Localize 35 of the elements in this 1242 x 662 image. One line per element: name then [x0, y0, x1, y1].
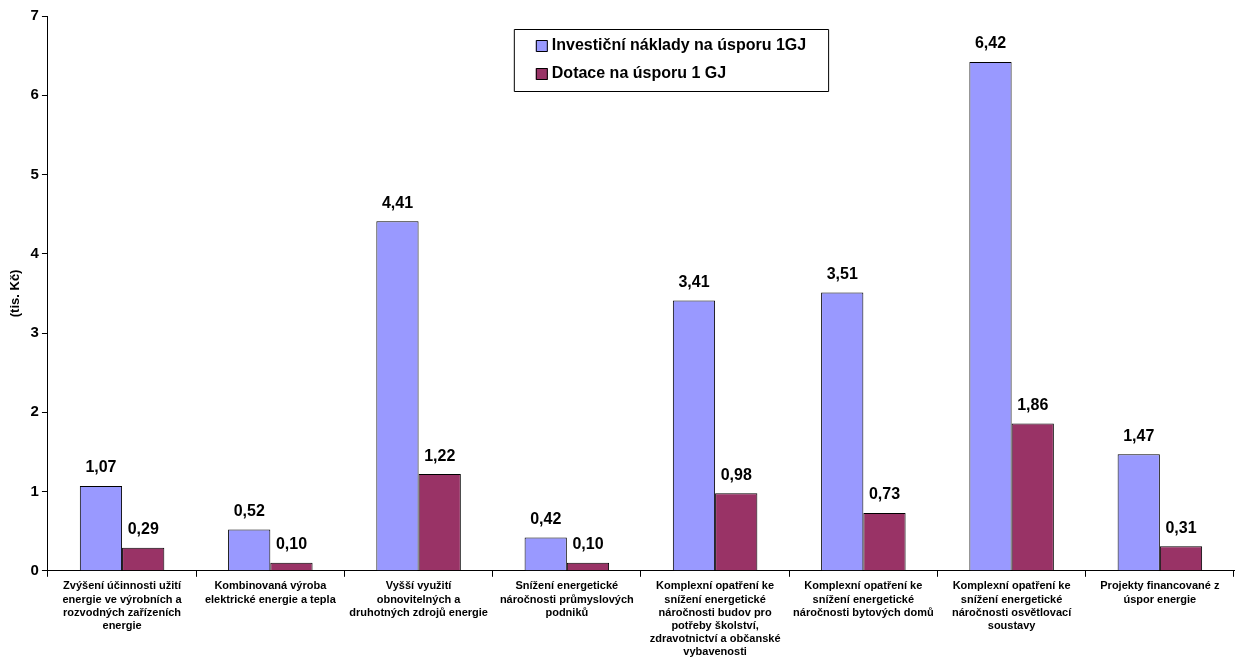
x-tick-label: Komplexní opatření ke snížení energetické náročnosti budov pro potřeby školství, zdravotnictví a občanské vybavenosti [649, 579, 781, 658]
data-label: 4,41 [381, 193, 414, 211]
data-label: 6,42 [974, 34, 1007, 52]
x-tick-label: Vyšší využití obnovitelných a druhotných zdrojů energie [349, 579, 488, 618]
data-label: 0,52 [233, 501, 265, 519]
data-label: 0,73 [868, 485, 901, 503]
data-label: 0,10 [275, 535, 308, 553]
x-tick-label: Kombinovaná výroba elektrické energie a tepla [204, 579, 337, 605]
x-tick-label: Projekty financované z úspor energie [1100, 579, 1220, 605]
data-label: 1,86 [1017, 395, 1049, 413]
data-label: 1,22 [424, 446, 456, 464]
y-tick-label: 4 [30, 243, 40, 261]
data-label: 0,42 [530, 509, 562, 527]
data-label: 0,29 [127, 520, 159, 538]
y-tick-label: 0 [30, 560, 39, 578]
y-tick-label: 7 [30, 6, 39, 24]
x-tick-label: Komplexní opatření ke snížení energetické náročnosti osvětlovací soustavy [952, 579, 1073, 632]
legend-label: Investiční náklady na úsporu 1GJ [551, 36, 807, 54]
data-label: 0,10 [572, 535, 604, 553]
y-tick-label: 2 [30, 402, 39, 420]
data-label: 0,31 [1165, 518, 1197, 536]
y-tick-label: 6 [30, 85, 39, 103]
y-axis-title: (tis. Kč) [7, 269, 23, 318]
data-label: 1,07 [85, 458, 117, 476]
x-tick-label: Snížení energetické náročnosti průmyslových podniků [499, 579, 635, 618]
data-label: 3,51 [826, 265, 858, 283]
x-tick-label: Zvýšení účinnosti užití energie ve výrobních a rozvodných zařízeních energie [62, 579, 183, 632]
data-label: 3,41 [678, 272, 710, 290]
y-tick-label: 5 [30, 164, 39, 182]
x-tick-label: Komplexní opatření ke snížení energetické náročnosti bytových domů [793, 579, 934, 618]
data-label: 0,98 [720, 465, 752, 483]
legend-label: Dotace na úsporu 1 GJ [551, 64, 727, 82]
data-label: 1,47 [1123, 426, 1155, 444]
y-tick-label: 3 [30, 323, 39, 341]
y-tick-label: 1 [30, 481, 39, 499]
